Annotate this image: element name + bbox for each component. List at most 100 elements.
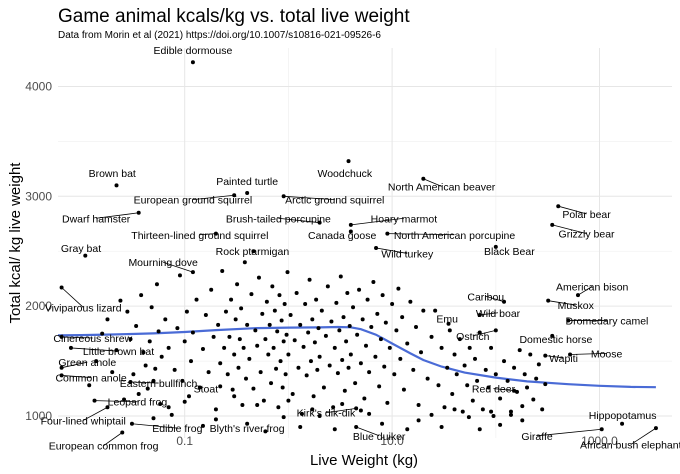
data-point	[159, 354, 164, 359]
y-tick-label: 1000	[25, 409, 52, 423]
data-point	[473, 356, 478, 361]
data-point	[285, 270, 290, 275]
data-point	[316, 326, 321, 331]
data-point	[143, 363, 148, 368]
data-point	[462, 363, 467, 368]
label-leader	[387, 233, 455, 236]
data-point	[358, 361, 363, 366]
data-point	[467, 345, 472, 350]
data-point	[292, 338, 297, 343]
data-point	[457, 337, 462, 342]
data-point	[239, 306, 244, 311]
data-point	[172, 367, 177, 372]
data-point	[317, 354, 322, 359]
point-label: European common frog	[49, 441, 159, 453]
label-leader	[103, 432, 123, 447]
data-point	[280, 385, 285, 390]
data-point	[346, 159, 351, 164]
data-point	[452, 407, 457, 412]
point-label: Green anole	[58, 357, 116, 369]
point-label: Polar bear	[562, 209, 611, 221]
data-point	[387, 345, 392, 350]
data-point	[348, 229, 353, 234]
label-leader	[423, 178, 442, 187]
data-point	[190, 60, 195, 65]
data-point	[550, 333, 555, 338]
label-leader	[493, 388, 515, 392]
data-point	[260, 311, 265, 316]
data-point	[405, 341, 410, 346]
data-point	[347, 323, 352, 328]
data-point	[232, 352, 237, 357]
data-point	[483, 367, 488, 372]
data-point	[348, 352, 353, 357]
chart-title: Game animal kcals/kg vs. total live weig…	[58, 6, 410, 27]
data-point	[230, 387, 235, 392]
point-label: Painted turtle	[216, 176, 278, 188]
point-label: Caribou	[467, 291, 504, 303]
data-point	[396, 286, 401, 291]
data-point	[411, 367, 416, 372]
data-point	[223, 309, 228, 314]
data-point	[237, 337, 242, 342]
data-point	[493, 244, 498, 249]
data-point	[247, 356, 252, 361]
data-point	[261, 398, 266, 403]
data-point	[244, 376, 249, 381]
data-point	[139, 293, 144, 298]
data-point	[220, 269, 225, 274]
data-point	[480, 407, 485, 412]
data-point	[325, 284, 330, 289]
data-point	[94, 359, 99, 364]
data-point	[105, 317, 110, 322]
point-label: Kirk's dik-dik	[297, 408, 356, 420]
data-point	[310, 407, 315, 412]
data-point	[278, 359, 283, 364]
data-point	[522, 372, 527, 377]
data-point	[122, 397, 127, 402]
data-point	[486, 385, 491, 390]
data-point	[447, 328, 452, 333]
data-point	[277, 293, 282, 298]
data-point	[371, 280, 376, 284]
chart-subtitle: Data from Morin et al (2021) https://doi…	[58, 30, 381, 41]
data-point	[405, 427, 410, 432]
x-tick-label: 0.1	[176, 434, 193, 448]
data-point	[454, 372, 459, 377]
data-point	[203, 312, 208, 317]
data-point	[240, 403, 245, 408]
data-point	[308, 359, 313, 364]
label-leader	[548, 300, 576, 306]
point-labels: Edible dormouse Woodchuck Brown bat Painted…	[41, 45, 680, 452]
data-point	[319, 308, 324, 313]
data-point	[475, 378, 480, 383]
data-point	[460, 409, 465, 414]
data-point	[528, 352, 533, 357]
point-label: Arctic ground squirrel	[285, 195, 384, 207]
point-label: Grizzly bear	[559, 229, 616, 241]
data-point	[141, 350, 146, 355]
data-point	[307, 277, 312, 282]
label-leader	[577, 286, 593, 296]
point-label: Wild turkey	[381, 248, 434, 260]
data-point	[177, 273, 182, 278]
label-leader	[130, 381, 159, 384]
label-leader	[61, 287, 84, 308]
label-leader	[94, 400, 138, 403]
data-point	[255, 343, 260, 348]
data-point	[216, 322, 221, 327]
data-point	[166, 345, 171, 350]
data-point	[163, 317, 168, 322]
data-point	[263, 429, 268, 434]
data-point	[390, 301, 395, 306]
data-point	[334, 300, 339, 305]
data-point	[256, 275, 261, 280]
data-point	[357, 287, 362, 292]
data-point	[525, 385, 530, 390]
data-point	[493, 372, 498, 377]
data-point	[251, 386, 256, 391]
data-point	[508, 409, 513, 414]
point-label: Wild boar	[476, 308, 521, 320]
data-point	[452, 352, 457, 357]
